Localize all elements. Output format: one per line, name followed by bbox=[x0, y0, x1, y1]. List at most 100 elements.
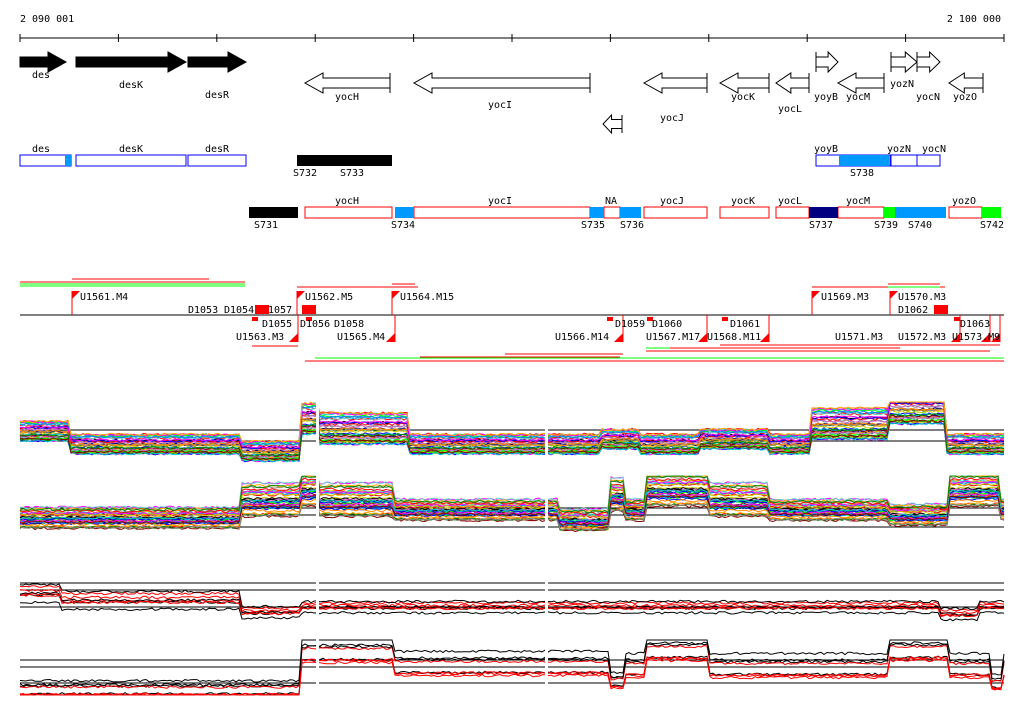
panel-forward-all-gap bbox=[545, 398, 548, 466]
tss-label-D1058: D1058 bbox=[334, 319, 364, 330]
panel-reverse-all-series bbox=[19, 482, 1005, 519]
gene-label-yocL: yocL bbox=[778, 104, 802, 115]
tss-label-D1063: D1063 bbox=[960, 319, 990, 330]
tss-flag bbox=[951, 333, 960, 342]
tss-flag bbox=[392, 291, 400, 299]
panel-reverse-all-series bbox=[19, 494, 1005, 526]
tss-flag bbox=[72, 291, 80, 299]
transcript-label-NA: NA bbox=[605, 196, 617, 207]
transcript-label-yocI: yocI bbox=[488, 196, 512, 207]
panel-forward-all-series bbox=[19, 401, 1005, 446]
gene-label-yozN: yozN bbox=[890, 79, 914, 90]
transcript-end-block bbox=[722, 317, 728, 321]
transcript-label-yozO: yozO bbox=[952, 196, 976, 207]
gene-arrow-yocM bbox=[836, 72, 885, 94]
panel-forward-all-series bbox=[19, 401, 1005, 449]
tss-flag bbox=[614, 333, 623, 342]
panel-reverse-selected-series bbox=[19, 643, 1005, 688]
gene-arrow-yozN bbox=[890, 50, 918, 74]
operon-box-yozN bbox=[890, 154, 918, 167]
transcript-box-yocM bbox=[837, 206, 885, 219]
segment-label-S739: S739 bbox=[874, 220, 898, 231]
operon-box-desK bbox=[75, 154, 187, 167]
segment-S737 bbox=[809, 207, 838, 218]
tss-label-U1573.M9: U1573.M9 bbox=[952, 332, 1000, 343]
tss-flag bbox=[386, 333, 395, 342]
transcript-start-block bbox=[255, 305, 269, 314]
operon-label-desK: desK bbox=[119, 144, 143, 155]
panel-forward-all-series bbox=[19, 407, 1005, 454]
panel-reverse-all-series bbox=[19, 503, 1005, 532]
tss-flag bbox=[981, 333, 990, 342]
panel-reverse-all-series bbox=[19, 480, 1005, 517]
segment-label-S740: S740 bbox=[908, 220, 932, 231]
operon-label-desR: desR bbox=[205, 144, 230, 155]
panel-reverse-all-series bbox=[19, 475, 1005, 514]
axis-start-label: 2 090 001 bbox=[20, 14, 75, 25]
transcript-end-block bbox=[954, 317, 960, 321]
tss-label-U1563.M3: U1563.M3 bbox=[236, 332, 284, 343]
tss-label-D1055: D1055 bbox=[262, 319, 292, 330]
transcript-end-block bbox=[306, 317, 312, 321]
panel-forward-selected-series bbox=[19, 593, 1005, 618]
segment-label-S742: S742 bbox=[980, 220, 1004, 231]
transcript-end-block bbox=[647, 317, 653, 321]
gene-label-yocK: yocK bbox=[731, 92, 755, 103]
tss-label-D1061: D1061 bbox=[730, 319, 760, 330]
segment-S740 bbox=[895, 207, 946, 218]
gene-label-yocJ: yocJ bbox=[660, 113, 684, 124]
panel-reverse-all-series bbox=[19, 477, 1005, 516]
segment-S742 bbox=[982, 207, 1001, 218]
segment-S735 bbox=[590, 207, 604, 218]
gene-arrow-des bbox=[19, 51, 68, 73]
panel-forward-selected-gap bbox=[545, 580, 548, 626]
panel-reverse-all-series bbox=[19, 493, 1005, 525]
panel-forward-selected-series bbox=[19, 585, 1005, 612]
transcript-start-block bbox=[934, 305, 948, 314]
tss-flag bbox=[760, 333, 769, 342]
gene-label-yoyB: yoyB bbox=[814, 92, 838, 103]
gene-label-desR: desR bbox=[205, 90, 230, 101]
panel-reverse-selected-series bbox=[19, 644, 1005, 689]
panel-forward-all-series bbox=[19, 401, 1005, 443]
tss-label-U1567.M17: U1567.M17 bbox=[646, 332, 700, 343]
tss-label-D1057: D1057 bbox=[262, 305, 292, 316]
transcript-label-yocJ: yocJ bbox=[660, 196, 684, 207]
gene-arrow-yozO bbox=[948, 72, 984, 94]
panel-reverse-all-gap bbox=[316, 472, 319, 544]
panel-forward-all-series bbox=[19, 419, 1005, 461]
panel-reverse-selected-series bbox=[19, 639, 1005, 683]
panel-forward-all-series bbox=[19, 413, 1005, 457]
transcript-end-block bbox=[607, 317, 613, 321]
gene-arrow-yocI bbox=[412, 72, 591, 94]
segment-label-S733: S733 bbox=[340, 168, 364, 179]
tss-label-D1054: D1054 bbox=[224, 305, 254, 316]
panel-reverse-selected-series bbox=[19, 641, 1005, 687]
panel-forward-all-series bbox=[19, 401, 1005, 450]
gene-label-yocM: yocM bbox=[846, 92, 870, 103]
transcript-box-yocK bbox=[719, 206, 770, 219]
segment-label-S734: S734 bbox=[391, 220, 415, 231]
gene-arrow-desK bbox=[75, 51, 188, 73]
segment-label-S735: S735 bbox=[581, 220, 605, 231]
tss-label-U1572.M3: U1572.M3 bbox=[898, 332, 946, 343]
tss-label-U1568.M11: U1568.M11 bbox=[707, 332, 761, 343]
transcript-label-yocM: yocM bbox=[846, 196, 870, 207]
panel-reverse-all-gap bbox=[545, 472, 548, 544]
axis-end-label: 2 100 000 bbox=[946, 14, 1001, 25]
segment-S731 bbox=[249, 207, 298, 218]
gene-arrow-yocL bbox=[775, 72, 810, 94]
segment-label-S731: S731 bbox=[254, 220, 278, 231]
segment-S736 bbox=[620, 207, 641, 218]
tss-label-U1561.M4: U1561.M4 bbox=[80, 292, 128, 303]
transcript-label-yocL: yocL bbox=[778, 196, 802, 207]
segment-label-S738: S738 bbox=[850, 168, 874, 179]
transcript-label-yocH: yocH bbox=[335, 196, 359, 207]
panel-reverse-selected-gap bbox=[545, 636, 548, 699]
tss-label-U1566.M14: U1566.M14 bbox=[555, 332, 609, 343]
segment-label-S736: S736 bbox=[620, 220, 644, 231]
gene-label-des: des bbox=[32, 70, 50, 81]
gene-label-desK: desK bbox=[119, 80, 143, 91]
operon-label-yoyB: yoyB bbox=[814, 144, 838, 155]
